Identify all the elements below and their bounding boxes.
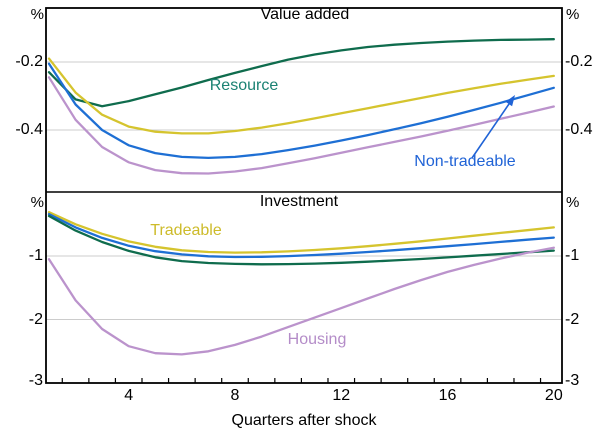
series-line-tradeable <box>47 57 555 135</box>
x-tick-label: 16 <box>438 387 457 404</box>
series-label-non-tradeable: Non-tradeable <box>414 153 516 170</box>
x-tick-label: 20 <box>544 387 563 404</box>
unit-label-top-left: % <box>30 6 44 23</box>
x-tick-label: 12 <box>332 387 351 404</box>
y-tick-label-right: -0.2 <box>565 53 593 70</box>
x-axis-title: Quarters after shock <box>231 412 377 429</box>
series-label-housing: Housing <box>287 331 347 348</box>
non-tradeable-arrow-head-icon <box>505 95 515 107</box>
series-line-housing <box>47 76 555 175</box>
series-line-non-tradeable <box>47 212 555 259</box>
y-tick-label-right: -1 <box>565 247 580 264</box>
series-label-tradeable: Tradeable <box>150 222 222 239</box>
series-line-resource <box>47 38 555 108</box>
y-tick-label-left: -0.4 <box>15 121 43 138</box>
y-tick-label-left: -3 <box>28 372 43 389</box>
unit-label-top-right: % <box>566 6 580 23</box>
x-tick-label: 8 <box>230 387 240 404</box>
y-tick-label-right: -0.4 <box>565 121 593 138</box>
y-tick-label-left: -2 <box>28 310 43 328</box>
series-line-resource <box>47 214 555 266</box>
panel-title-investment: Investment <box>259 193 339 210</box>
panel-title-value-added: Value added <box>260 6 350 23</box>
y-tick-label-right: -3 <box>565 372 580 389</box>
series-line-tradeable <box>47 211 555 254</box>
unit-label-bottom-left: % <box>30 194 44 211</box>
series-label-resource: Resource <box>209 77 279 94</box>
unit-label-bottom-right: % <box>566 194 580 211</box>
y-tick-label-left: -1 <box>28 247 43 264</box>
series-line-housing <box>47 246 555 356</box>
plot-frame <box>45 7 563 384</box>
series-line-non-tradeable <box>47 62 555 160</box>
non-tradeable-arrow-line <box>471 103 510 159</box>
y-tick-label-right: -2 <box>565 310 580 328</box>
y-tick-label-left: -0.2 <box>15 53 43 70</box>
x-tick-label: 4 <box>124 387 134 404</box>
